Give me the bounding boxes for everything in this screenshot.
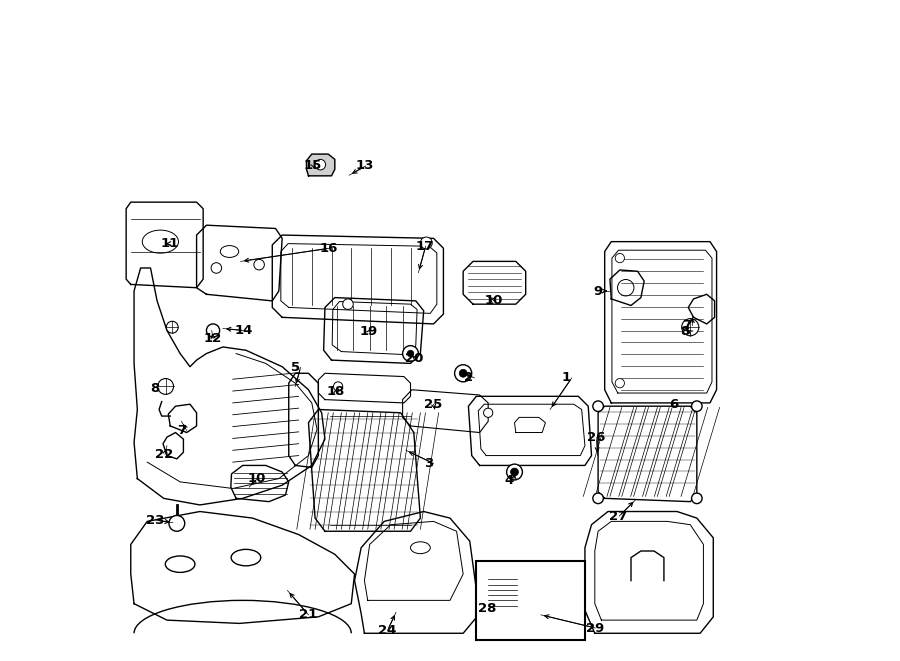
Text: 16: 16 [320, 242, 338, 254]
Text: 10: 10 [248, 472, 266, 485]
Polygon shape [126, 202, 203, 288]
Text: 5: 5 [291, 361, 300, 374]
Text: 10: 10 [484, 294, 502, 307]
Text: 26: 26 [587, 430, 606, 444]
Polygon shape [464, 261, 526, 304]
Polygon shape [605, 242, 716, 403]
Polygon shape [598, 407, 697, 502]
Text: 22: 22 [155, 447, 174, 461]
Circle shape [454, 365, 472, 382]
Circle shape [407, 350, 414, 357]
Polygon shape [134, 268, 325, 505]
Polygon shape [130, 512, 355, 623]
Circle shape [169, 516, 184, 531]
Circle shape [402, 346, 418, 362]
Text: 18: 18 [327, 385, 345, 397]
Text: 3: 3 [424, 457, 433, 470]
Circle shape [616, 379, 625, 388]
Text: 13: 13 [356, 159, 374, 173]
Text: 9: 9 [593, 284, 603, 297]
Text: 7: 7 [176, 424, 186, 437]
Text: 8: 8 [150, 382, 160, 395]
Text: 4: 4 [504, 474, 513, 487]
Circle shape [616, 253, 625, 262]
Polygon shape [355, 512, 480, 633]
Circle shape [206, 324, 220, 337]
Circle shape [315, 159, 326, 170]
Text: 20: 20 [405, 352, 424, 365]
Text: 12: 12 [203, 332, 221, 345]
Circle shape [507, 464, 522, 480]
Circle shape [691, 493, 702, 504]
Text: 25: 25 [424, 398, 442, 410]
Text: 14: 14 [234, 324, 253, 337]
Polygon shape [468, 397, 591, 465]
Text: 29: 29 [586, 621, 604, 635]
Circle shape [166, 321, 178, 333]
Polygon shape [307, 154, 335, 176]
Polygon shape [324, 297, 424, 364]
Text: 28: 28 [478, 602, 497, 615]
Text: 6: 6 [670, 398, 679, 410]
Circle shape [212, 262, 221, 273]
Polygon shape [486, 577, 519, 610]
Text: 23: 23 [146, 514, 165, 527]
Polygon shape [688, 294, 715, 324]
Polygon shape [585, 512, 714, 633]
Polygon shape [168, 405, 196, 432]
Circle shape [459, 369, 467, 377]
Text: 7: 7 [682, 319, 691, 332]
Circle shape [158, 379, 174, 395]
Text: 21: 21 [299, 608, 317, 621]
Text: 11: 11 [160, 237, 178, 250]
Polygon shape [289, 373, 319, 467]
Text: 27: 27 [609, 510, 627, 523]
Circle shape [343, 299, 353, 309]
Text: 8: 8 [680, 325, 689, 338]
Text: 1: 1 [562, 371, 571, 385]
Polygon shape [402, 390, 488, 432]
Circle shape [691, 401, 702, 411]
Polygon shape [273, 235, 444, 324]
Circle shape [593, 493, 603, 504]
Text: 2: 2 [464, 371, 473, 385]
Polygon shape [163, 432, 184, 459]
Text: 24: 24 [378, 624, 396, 637]
Polygon shape [309, 409, 420, 531]
Polygon shape [196, 225, 283, 301]
Circle shape [483, 408, 493, 417]
Circle shape [593, 401, 603, 411]
Text: 15: 15 [304, 159, 322, 173]
Circle shape [334, 382, 343, 391]
Text: 19: 19 [359, 325, 377, 338]
Text: 17: 17 [416, 240, 434, 253]
Polygon shape [526, 590, 539, 597]
Polygon shape [230, 465, 289, 502]
Circle shape [681, 319, 698, 336]
FancyBboxPatch shape [476, 561, 585, 640]
Polygon shape [319, 373, 410, 403]
Circle shape [420, 237, 432, 249]
Polygon shape [610, 270, 644, 305]
Circle shape [254, 259, 265, 270]
Circle shape [510, 468, 518, 476]
